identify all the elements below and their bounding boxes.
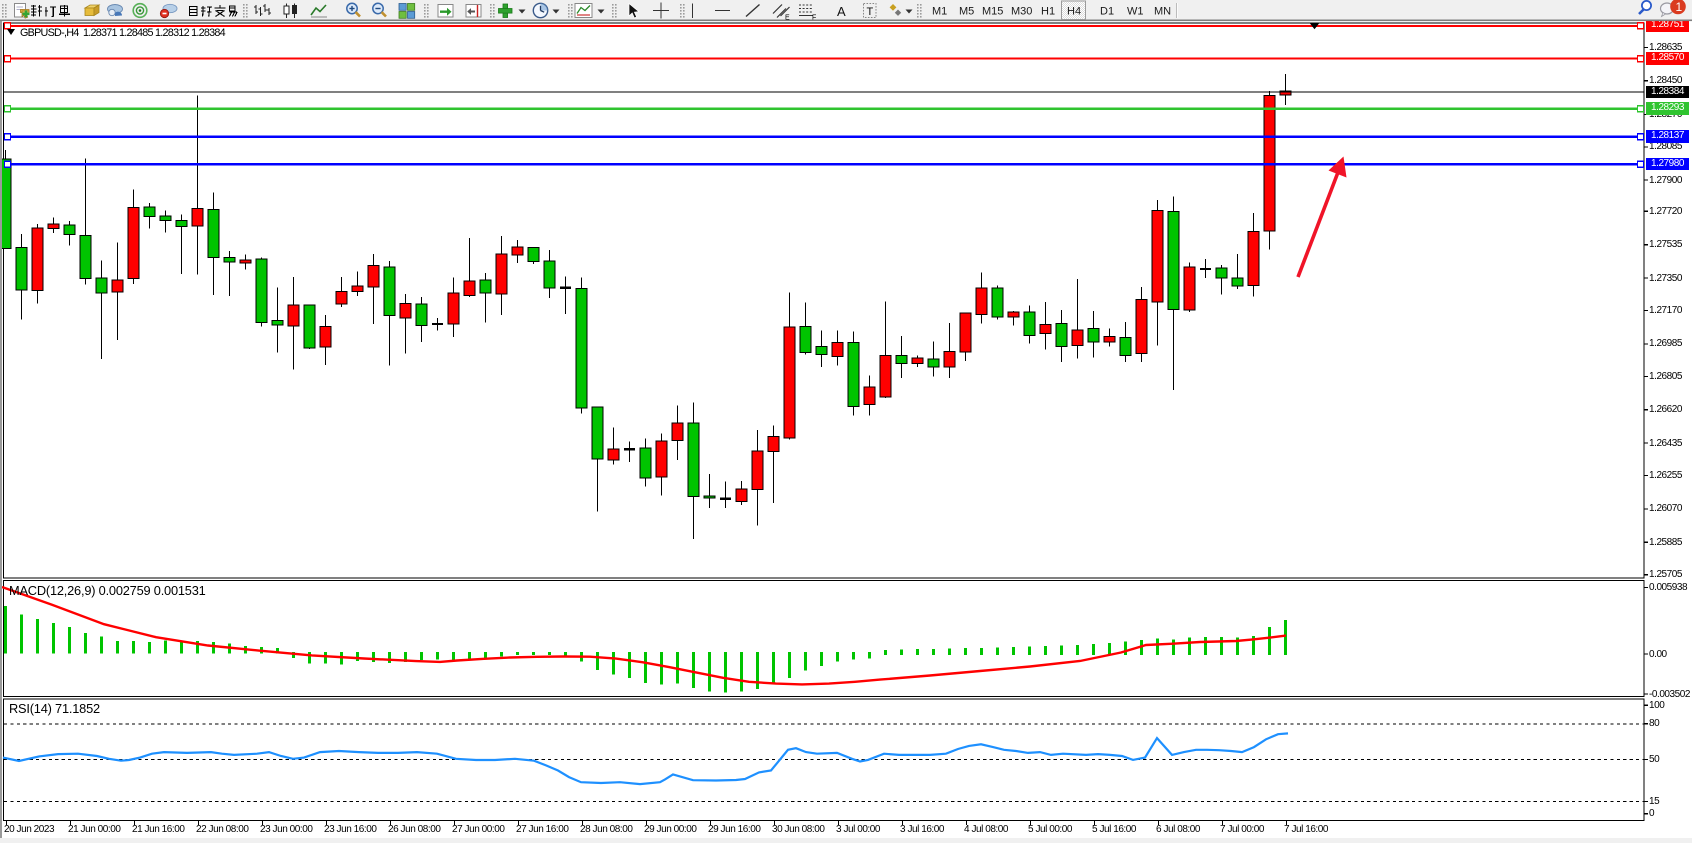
svg-text:H1: H1: [1041, 6, 1055, 18]
svg-text:H4: H4: [1067, 6, 1081, 18]
svg-text:M1: M1: [932, 6, 947, 18]
svg-text:W1: W1: [1127, 6, 1144, 18]
svg-text:F: F: [812, 15, 816, 22]
svg-text:T: T: [867, 6, 874, 18]
svg-text:M5: M5: [959, 6, 974, 18]
svg-text:D1: D1: [1100, 6, 1114, 18]
svg-text:M15: M15: [982, 6, 1003, 18]
svg-text:A: A: [837, 4, 846, 19]
svg-text:1: 1: [1676, 0, 1683, 14]
svg-text:E: E: [785, 15, 790, 22]
svg-text:M30: M30: [1011, 6, 1032, 18]
svg-text:MN: MN: [1154, 6, 1171, 18]
